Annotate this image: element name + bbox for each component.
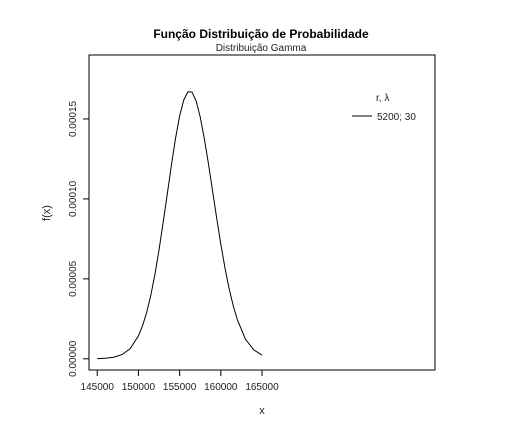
y-tick-label: 0.00000	[68, 340, 79, 377]
y-tick-label: 0.00010	[68, 180, 79, 217]
series-layer	[97, 91, 263, 360]
y-axis: 0.00000 0.00005 0.00010 0.00015	[68, 100, 90, 377]
x-tick-label: 145000	[81, 382, 115, 393]
x-tick-label: 150000	[122, 382, 156, 393]
y-tick-label: 0.00005	[68, 260, 79, 297]
x-tick-label: 155000	[163, 382, 197, 393]
chart-subtitle: Distribuição Gamma	[216, 43, 307, 54]
x-axis-label: x	[259, 405, 265, 417]
legend-entry: 5200; 30	[377, 112, 416, 123]
x-tick-label: 165000	[245, 382, 279, 393]
series-line	[97, 91, 263, 360]
x-tick-label: 160000	[204, 382, 238, 393]
y-axis-label: f(x)	[41, 205, 53, 221]
x-axis: 145000 150000 155000 160000 165000	[81, 369, 279, 393]
legend-title: r, λ	[376, 93, 389, 104]
chart-title: Função Distribuição de Probabilidade	[153, 27, 369, 41]
y-tick-label: 0.00015	[68, 100, 79, 137]
legend: r, λ 5200; 30	[352, 93, 416, 123]
